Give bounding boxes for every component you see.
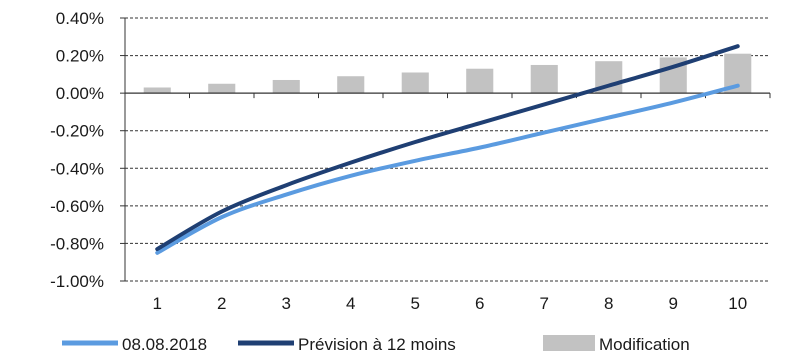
x-tick-label: 2 bbox=[217, 294, 226, 313]
modification-bar bbox=[208, 83, 236, 94]
y-tick-label: -0.20% bbox=[50, 122, 104, 141]
legend-label-forecast: Prévision à 12 moins bbox=[298, 335, 456, 354]
x-tick-label: 6 bbox=[475, 294, 484, 313]
y-tick-label: 0.00% bbox=[56, 84, 104, 103]
y-tick-labels: 0.40% 0.20% 0.00% -0.20% -0.40% -0.60% -0.80% -… bbox=[50, 9, 104, 291]
modification-bar bbox=[337, 76, 365, 94]
legend-label-spot: 08.08.2018 bbox=[122, 335, 207, 354]
x-tick-label: 10 bbox=[728, 294, 747, 313]
legend-item-spot: 08.08.2018 bbox=[62, 335, 207, 354]
y-tick-label: -1.00% bbox=[50, 272, 104, 291]
y-tick-label: 0.20% bbox=[56, 47, 104, 66]
series-line-1 bbox=[155, 44, 740, 252]
x-tick-labels: 1 2 3 4 5 6 7 8 9 10 bbox=[153, 294, 748, 313]
y-tick-label: -0.60% bbox=[50, 197, 104, 216]
x-tick-label: 8 bbox=[604, 294, 613, 313]
legend-label-modification: Modification bbox=[599, 335, 690, 354]
x-tick-label: 9 bbox=[669, 294, 678, 313]
legend-item-forecast: Prévision à 12 moins bbox=[238, 335, 456, 354]
legend-item-modification: Modification bbox=[543, 335, 690, 354]
x-axis bbox=[120, 17, 771, 282]
x-tick-label: 4 bbox=[346, 294, 355, 313]
series-lines bbox=[155, 44, 740, 255]
y-tick-label: -0.40% bbox=[50, 159, 104, 178]
x-tick-label: 3 bbox=[282, 294, 291, 313]
modification-bars bbox=[143, 53, 752, 94]
modification-bar bbox=[401, 72, 429, 94]
legend: 08.08.2018 Prévision à 12 moins Modifica… bbox=[62, 335, 690, 354]
y-tick-label: -0.80% bbox=[50, 234, 104, 253]
series-line-0 bbox=[155, 83, 740, 255]
y-tick-label: 0.40% bbox=[56, 9, 104, 28]
x-tick-label: 1 bbox=[153, 294, 162, 313]
modification-bar bbox=[530, 64, 558, 94]
x-tick-label: 7 bbox=[540, 294, 549, 313]
x-tick-label: 5 bbox=[411, 294, 420, 313]
modification-bar bbox=[143, 87, 171, 94]
modification-bar bbox=[466, 68, 494, 94]
modification-bar bbox=[272, 79, 300, 94]
legend-swatch-modification bbox=[543, 335, 595, 351]
